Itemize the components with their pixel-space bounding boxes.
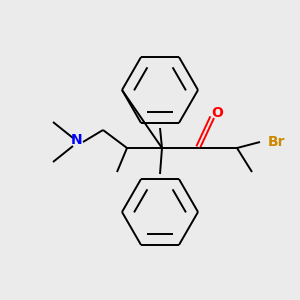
Text: Br: Br [268,135,286,149]
Text: O: O [211,106,223,120]
Text: N: N [71,133,83,147]
